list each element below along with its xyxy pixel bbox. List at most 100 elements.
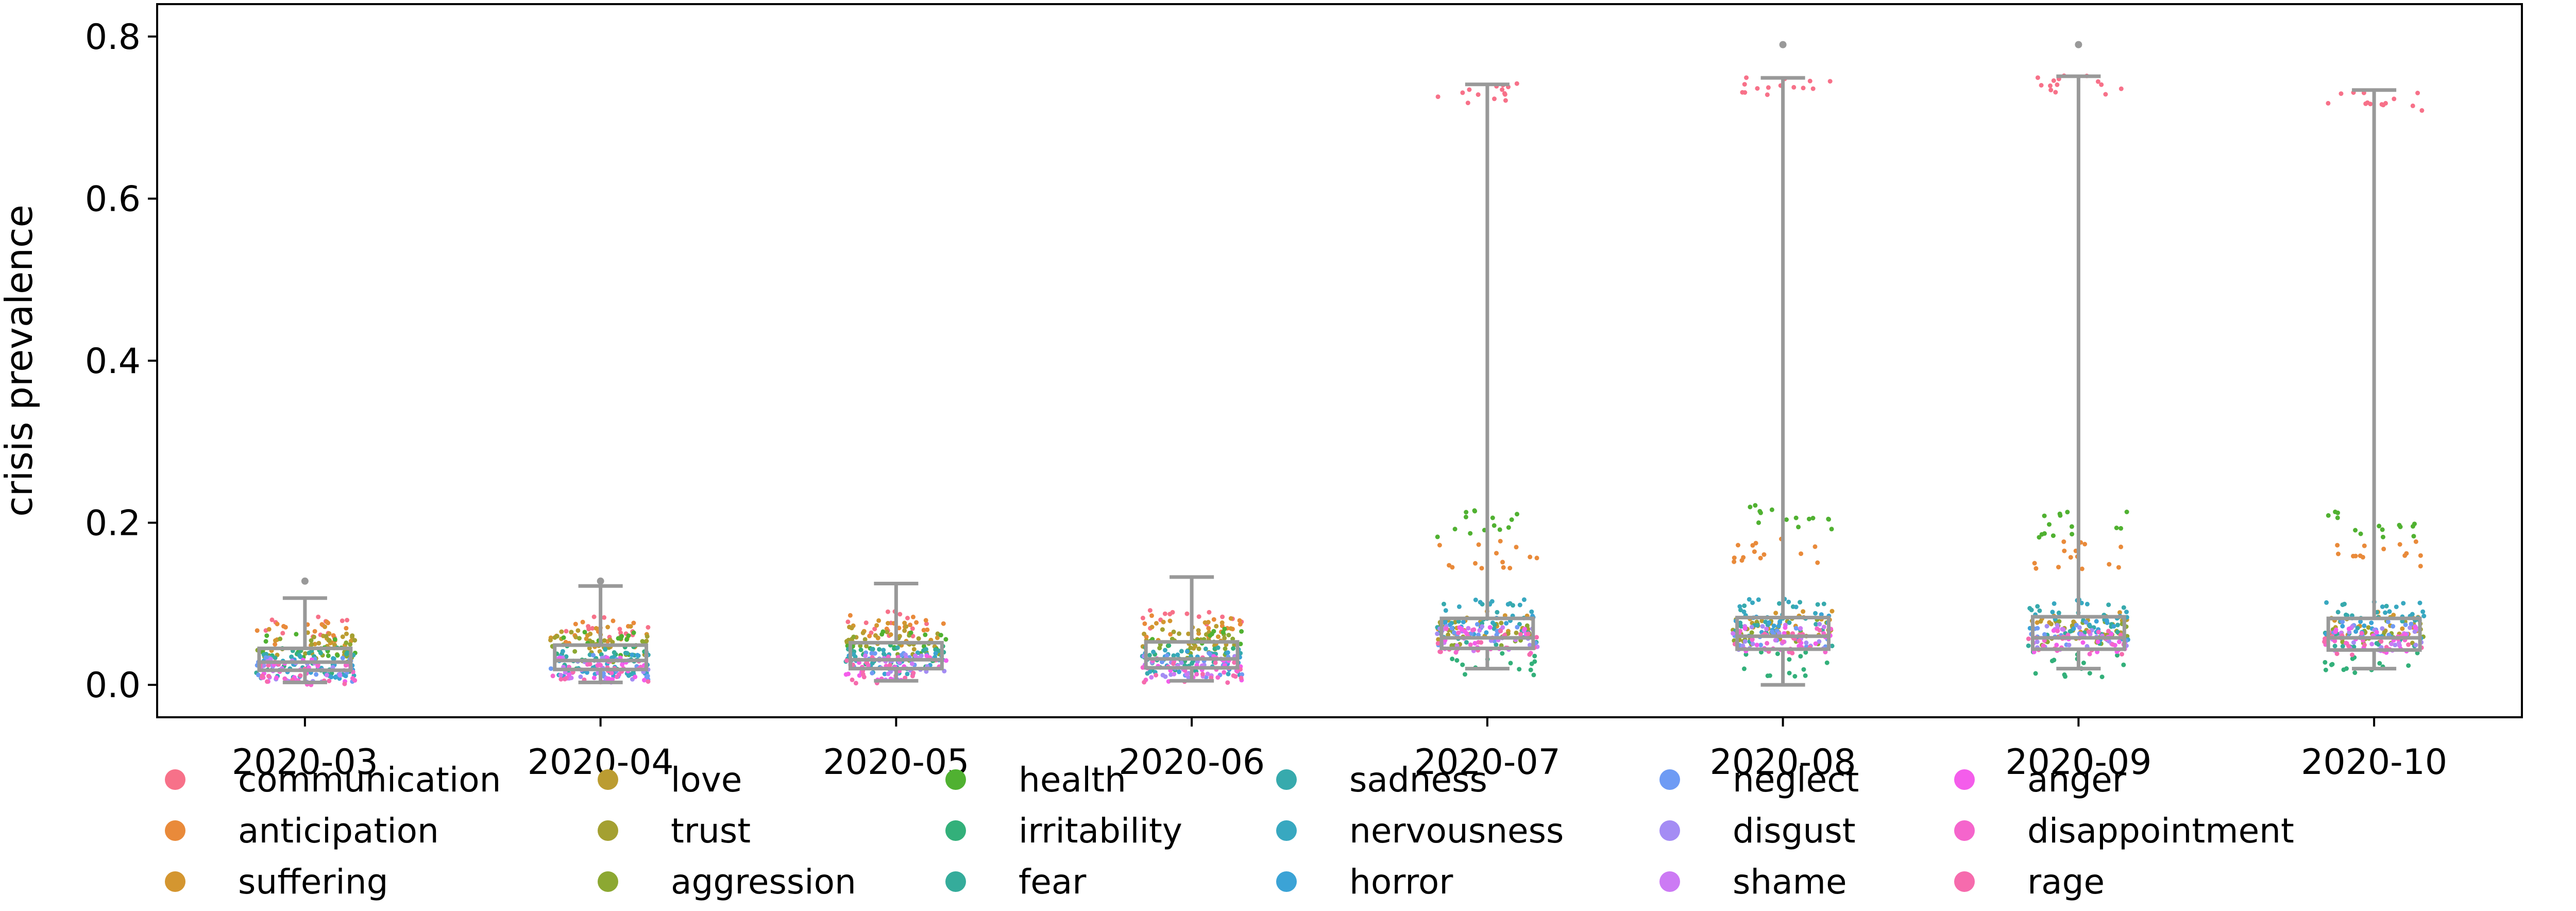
strip-point — [1214, 623, 1219, 629]
strip-point — [280, 631, 285, 636]
strip-point — [2054, 643, 2059, 648]
strip-point — [1160, 660, 1164, 665]
legend-marker — [1659, 871, 1680, 892]
strip-point — [2406, 663, 2411, 668]
y-tick-label: 0.8 — [85, 17, 141, 58]
strip-point — [2358, 531, 2363, 536]
legend-marker — [1954, 871, 1975, 892]
strip-point — [2408, 625, 2413, 630]
strip-point — [858, 647, 863, 652]
strip-point — [1170, 610, 1175, 615]
legend-label: neglect — [1733, 760, 1859, 800]
strip-point — [329, 674, 334, 680]
strip-point — [1188, 645, 1193, 650]
strip-point — [864, 644, 869, 649]
strip-point — [1171, 629, 1176, 634]
strip-point — [263, 639, 268, 644]
strip-point — [350, 633, 355, 638]
strip-point — [858, 643, 863, 648]
strip-point — [1190, 661, 1194, 666]
strip-point — [1453, 619, 1458, 625]
strip-point — [874, 623, 879, 628]
strip-point — [2071, 626, 2076, 631]
strip-point — [2366, 625, 2371, 630]
strip-point — [921, 628, 926, 633]
strip-point — [867, 633, 872, 638]
strip-point — [895, 645, 900, 650]
strip-point — [935, 635, 940, 640]
strip-point — [1468, 531, 1473, 536]
strip-point — [603, 647, 608, 652]
legend-item-aggression: aggression — [598, 862, 856, 902]
box-iqr — [2326, 616, 2422, 652]
strip-point — [1463, 514, 1468, 519]
strip-point — [1793, 604, 1799, 610]
strip-point — [1147, 669, 1153, 674]
strip-point — [1753, 503, 1758, 508]
strip-point — [869, 647, 874, 652]
strip-point — [1177, 669, 1182, 674]
strip-point — [610, 677, 615, 682]
strip-point — [869, 651, 874, 656]
strip-point — [1476, 542, 1481, 547]
strip-point — [1738, 608, 1743, 613]
strip-point — [1801, 86, 1806, 91]
strip-point — [1752, 549, 1757, 554]
strip-point — [943, 637, 948, 642]
legend-marker — [598, 871, 618, 892]
strip-point — [548, 637, 553, 643]
strip-point — [605, 625, 611, 630]
strip-point — [2400, 626, 2405, 631]
strip-point — [294, 632, 299, 637]
strip-point — [1738, 629, 1743, 634]
strip-point — [2055, 82, 2060, 87]
legend-label: disgust — [1733, 811, 1856, 851]
strip-point — [1758, 555, 1763, 561]
strip-point — [2419, 108, 2425, 113]
strip-point — [601, 671, 606, 676]
strip-point — [316, 640, 321, 646]
strip-point — [1821, 625, 1826, 630]
strip-point — [1793, 626, 1799, 631]
strip-point — [1466, 626, 1471, 631]
strip-point — [2377, 524, 2382, 529]
strip-point — [1479, 640, 1484, 645]
strip-point — [862, 637, 868, 642]
strip-point — [1476, 92, 1481, 97]
strip-point — [1759, 650, 1764, 655]
strip-point — [2077, 625, 2082, 630]
strip-point — [1504, 621, 1509, 626]
strip-point — [2096, 630, 2101, 635]
strip-point — [2358, 619, 2363, 624]
strip-point — [584, 636, 589, 642]
strip-point — [1142, 631, 1147, 636]
strip-point — [645, 634, 650, 639]
strip-point — [2050, 533, 2056, 538]
strip-point — [1777, 619, 1783, 625]
strip-point — [1489, 599, 1495, 604]
strip-point — [2380, 604, 2385, 609]
strip-point — [2083, 620, 2089, 625]
strip-point — [2049, 659, 2055, 664]
strip-point — [938, 633, 943, 638]
strip-point — [2369, 620, 2374, 626]
strip-point — [1742, 82, 1747, 87]
strip-point — [1503, 98, 1508, 103]
strip-point — [2393, 643, 2398, 648]
strip-point — [1490, 515, 1495, 520]
strip-point — [1487, 625, 1493, 630]
strip-point — [2353, 629, 2359, 634]
strip-point — [1208, 652, 1213, 657]
strip-point — [2120, 652, 2124, 657]
strip-point — [2323, 667, 2328, 672]
strip-point — [2084, 601, 2090, 606]
strip-anticipation-2020-09 — [2032, 539, 2124, 571]
strip-point — [588, 631, 593, 636]
strip-point — [1454, 658, 1460, 663]
strip-point — [344, 626, 349, 631]
strip-point — [614, 674, 619, 680]
strip-point — [617, 627, 622, 632]
strip-point — [916, 636, 921, 641]
legend-label: horror — [1349, 862, 1453, 902]
